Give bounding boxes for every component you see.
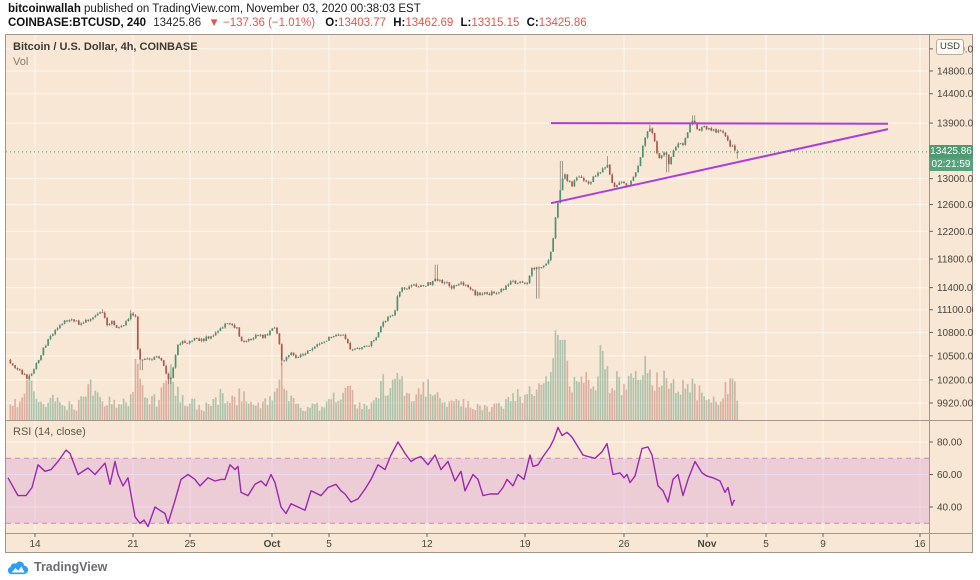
- grid-lines: [6, 35, 929, 533]
- svg-text:13000.00: 13000.00: [937, 174, 973, 185]
- price-axis[interactable]: 15200.0014800.0014400.0013900.0013000.00…: [929, 44, 973, 514]
- svg-text:14: 14: [29, 539, 41, 550]
- author-name: bitcoinwallah: [8, 3, 81, 15]
- svg-text:80.00: 80.00: [937, 438, 962, 449]
- time-axis[interactable]: 14 21 25 Oct 5 12 19 26 Nov 5 9 16: [29, 533, 926, 550]
- svg-text:40.00: 40.00: [937, 503, 962, 514]
- tradingview-logo-icon: [8, 561, 28, 574]
- svg-text:5: 5: [326, 539, 332, 550]
- close-label: C:: [526, 17, 539, 29]
- svg-text:11400.00: 11400.00: [937, 283, 973, 294]
- svg-text:11800.00: 11800.00: [937, 255, 973, 266]
- pane-borders: [5, 34, 973, 553]
- rsi-band: [6, 458, 929, 524]
- low-value: 13315.15: [471, 17, 520, 29]
- low-label: L:: [460, 17, 472, 29]
- svg-text:10500.00: 10500.00: [937, 351, 973, 362]
- symbol-status-line: COINBASE:BTCUSD, 240 13425.86 ▼ −137.36 …: [8, 17, 587, 29]
- tradingview-attribution[interactable]: TradingView: [8, 557, 107, 577]
- chart-widget[interactable]: 15200.0014800.0014400.0013900.0013000.00…: [5, 34, 973, 553]
- bar-countdown-badge: 02:21:59: [929, 158, 973, 171]
- svg-text:5: 5: [763, 539, 769, 550]
- publish-info-line: bitcoinwallah published on TradingView.c…: [8, 3, 421, 15]
- last-price-badge: 13425.86: [929, 145, 973, 158]
- trendline-ascending-support[interactable]: [550, 128, 889, 205]
- svg-text:25: 25: [184, 539, 196, 550]
- rsi-line: [7, 426, 735, 528]
- open-label: O:: [325, 17, 339, 29]
- svg-text:9920.00: 9920.00: [937, 399, 973, 410]
- tradingview-brand-text: TradingView: [34, 560, 108, 574]
- svg-text:12200.00: 12200.00: [937, 227, 973, 238]
- open-value: 13403.77: [338, 17, 387, 29]
- last-price: 13425.86: [153, 17, 202, 29]
- svg-text:11100.00: 11100.00: [937, 305, 973, 316]
- svg-text:10200.00: 10200.00: [937, 375, 973, 386]
- svg-text:16: 16: [914, 539, 926, 550]
- price-change: ▼ −137.36 (−1.01%): [208, 17, 316, 29]
- svg-text:13900.00: 13900.00: [937, 119, 973, 130]
- svg-text:10800.00: 10800.00: [937, 328, 973, 339]
- volume-series: [9, 330, 739, 420]
- svg-text:14400.00: 14400.00: [937, 89, 973, 100]
- published-text: published on TradingView.com, November 0…: [80, 3, 421, 15]
- svg-text:14800.00: 14800.00: [937, 67, 973, 78]
- symbol-interval: COINBASE:BTCUSD, 240: [8, 17, 147, 29]
- rsi-pane: [6, 426, 929, 528]
- svg-text:Oct: Oct: [264, 539, 281, 550]
- svg-text:12600.00: 12600.00: [937, 200, 973, 211]
- chart-canvas[interactable]: 15200.0014800.0014400.0013900.0013000.00…: [5, 34, 973, 553]
- svg-text:Nov: Nov: [698, 539, 717, 550]
- svg-text:9: 9: [820, 539, 826, 550]
- candlestick-series: [9, 115, 739, 384]
- high-value: 13462.69: [405, 17, 454, 29]
- close-value: 13425.86: [538, 17, 587, 29]
- svg-text:60.00: 60.00: [937, 470, 962, 481]
- trendline-resistance[interactable]: [550, 122, 889, 125]
- svg-text:19: 19: [519, 539, 531, 550]
- rsi-indicator-label: RSI (14, close): [13, 426, 86, 438]
- chart-title: Bitcoin / U.S. Dollar, 4h, COINBASE: [13, 41, 198, 53]
- svg-text:21: 21: [127, 539, 139, 550]
- currency-toggle-button[interactable]: USD: [936, 39, 964, 55]
- trendline-drawings[interactable]: [550, 122, 889, 205]
- volume-indicator-label: Vol: [13, 56, 29, 68]
- high-label: H:: [393, 17, 406, 29]
- svg-text:26: 26: [618, 539, 630, 550]
- svg-text:12: 12: [421, 539, 433, 550]
